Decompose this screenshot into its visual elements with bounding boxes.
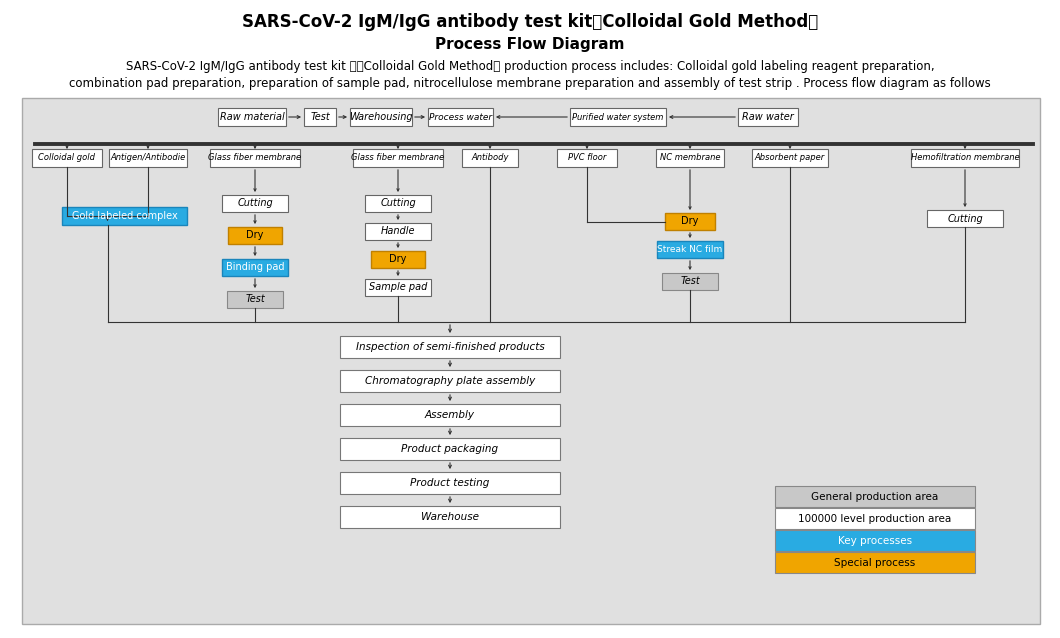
Bar (911, 149, 1019, 167)
Text: Purified water system: Purified water system (572, 112, 664, 121)
Text: Handle: Handle (381, 226, 416, 237)
Bar (340, 404, 560, 426)
Bar (61, 207, 187, 225)
Bar (928, 210, 1003, 227)
Text: Product packaging: Product packaging (402, 444, 498, 454)
Text: 100000 level production area: 100000 level production area (798, 514, 952, 524)
Bar (340, 506, 560, 528)
Text: SARS-CoV-2 IgM/IgG antibody test kit（Colloidal Gold Method）: SARS-CoV-2 IgM/IgG antibody test kit（Col… (242, 13, 818, 31)
Text: Warehouse: Warehouse (421, 512, 479, 522)
Bar (365, 195, 431, 212)
Text: Colloidal gold: Colloidal gold (38, 154, 95, 163)
Bar (222, 195, 288, 212)
Text: Special process: Special process (834, 558, 916, 567)
Text: Dry: Dry (246, 230, 264, 241)
Bar (340, 472, 560, 494)
Bar (775, 552, 975, 573)
Text: Absorbent paper: Absorbent paper (755, 154, 825, 163)
Bar (752, 149, 828, 167)
Text: Test: Test (681, 276, 700, 286)
Text: Warehousing: Warehousing (349, 112, 412, 122)
Bar (340, 336, 560, 358)
Bar (304, 108, 336, 126)
Text: Raw water: Raw water (742, 112, 794, 122)
Text: Assembly: Assembly (425, 410, 475, 420)
Text: Dry: Dry (682, 216, 699, 226)
Bar (556, 149, 617, 167)
Bar (353, 149, 443, 167)
Bar (228, 227, 282, 244)
Bar (109, 149, 187, 167)
Bar (775, 486, 975, 507)
Text: combination pad preparation, preparation of sample pad, nitrocellulose membrane : combination pad preparation, preparation… (69, 77, 991, 90)
Text: Streak NC film: Streak NC film (657, 245, 723, 254)
Bar (665, 213, 716, 230)
Text: Process Flow Diagram: Process Flow Diagram (436, 37, 624, 52)
Text: Process water: Process water (429, 112, 492, 121)
Text: Dry: Dry (389, 255, 407, 265)
Text: Sample pad: Sample pad (369, 283, 427, 292)
Bar (210, 149, 300, 167)
Text: Chromatography plate assembly: Chromatography plate assembly (365, 376, 535, 386)
Text: Key processes: Key processes (838, 535, 912, 545)
Text: Cutting: Cutting (237, 198, 272, 209)
Text: Test: Test (311, 112, 330, 122)
Text: Gold labeled complex: Gold labeled complex (72, 211, 177, 221)
Text: Binding pad: Binding pad (226, 262, 284, 272)
Text: Hemofiltration membrane: Hemofiltration membrane (911, 154, 1020, 163)
Text: Test: Test (245, 295, 265, 304)
Text: Glass fiber membrane: Glass fiber membrane (352, 154, 444, 163)
Text: NC membrane: NC membrane (659, 154, 720, 163)
Text: Inspection of semi-finished products: Inspection of semi-finished products (355, 342, 545, 352)
Bar (218, 108, 286, 126)
Bar (738, 108, 798, 126)
Text: Raw material: Raw material (219, 112, 284, 122)
Text: Antibody: Antibody (472, 154, 509, 163)
Bar (371, 251, 425, 268)
Bar (462, 149, 518, 167)
Text: SARS-CoV-2 IgM/IgG antibody test kit 　（Colloidal Gold Method） production process: SARS-CoV-2 IgM/IgG antibody test kit （Co… (126, 60, 934, 73)
Bar (662, 273, 718, 290)
Bar (775, 508, 975, 529)
Bar (656, 149, 724, 167)
Bar (657, 241, 723, 258)
Bar (428, 108, 493, 126)
Text: Cutting: Cutting (948, 214, 983, 223)
Bar (340, 438, 560, 460)
Bar (365, 223, 431, 240)
Bar (227, 291, 283, 308)
Text: Cutting: Cutting (381, 198, 416, 209)
Bar (365, 279, 431, 296)
Bar (22, 98, 1040, 624)
Bar (350, 108, 412, 126)
Text: Product testing: Product testing (410, 478, 490, 488)
Bar (32, 149, 102, 167)
Text: PVC floor: PVC floor (568, 154, 606, 163)
Text: General production area: General production area (811, 491, 938, 501)
Bar (222, 259, 288, 276)
Bar (775, 530, 975, 551)
Bar (570, 108, 666, 126)
Text: Glass fiber membrane: Glass fiber membrane (209, 154, 301, 163)
Text: Antigen/Antibodie: Antigen/Antibodie (110, 154, 186, 163)
Bar (340, 370, 560, 392)
